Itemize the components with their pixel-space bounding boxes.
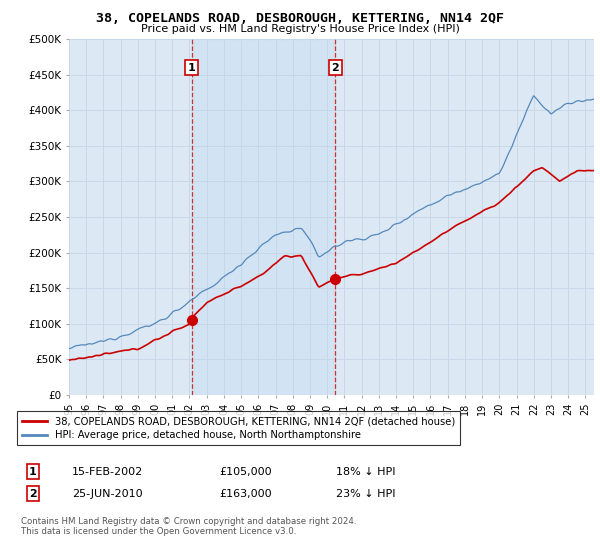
Legend: 38, COPELANDS ROAD, DESBOROUGH, KETTERING, NN14 2QF (detached house), HPI: Avera: 38, COPELANDS ROAD, DESBOROUGH, KETTERIN… xyxy=(17,411,460,445)
Text: 38, COPELANDS ROAD, DESBOROUGH, KETTERING, NN14 2QF: 38, COPELANDS ROAD, DESBOROUGH, KETTERIN… xyxy=(96,12,504,25)
Text: £105,000: £105,000 xyxy=(219,466,272,477)
Text: Price paid vs. HM Land Registry's House Price Index (HPI): Price paid vs. HM Land Registry's House … xyxy=(140,24,460,34)
Text: 1: 1 xyxy=(29,466,37,477)
Text: Contains HM Land Registry data © Crown copyright and database right 2024.: Contains HM Land Registry data © Crown c… xyxy=(21,517,356,526)
Text: £163,000: £163,000 xyxy=(219,489,272,499)
Text: 2: 2 xyxy=(29,489,37,499)
Text: This data is licensed under the Open Government Licence v3.0.: This data is licensed under the Open Gov… xyxy=(21,528,296,536)
Text: 25-JUN-2010: 25-JUN-2010 xyxy=(72,489,143,499)
Text: 15-FEB-2002: 15-FEB-2002 xyxy=(72,466,143,477)
Text: 2: 2 xyxy=(332,63,340,73)
Text: 1: 1 xyxy=(188,63,196,73)
Text: 23% ↓ HPI: 23% ↓ HPI xyxy=(336,489,395,499)
Bar xyxy=(191,39,335,395)
Text: 18% ↓ HPI: 18% ↓ HPI xyxy=(336,466,395,477)
